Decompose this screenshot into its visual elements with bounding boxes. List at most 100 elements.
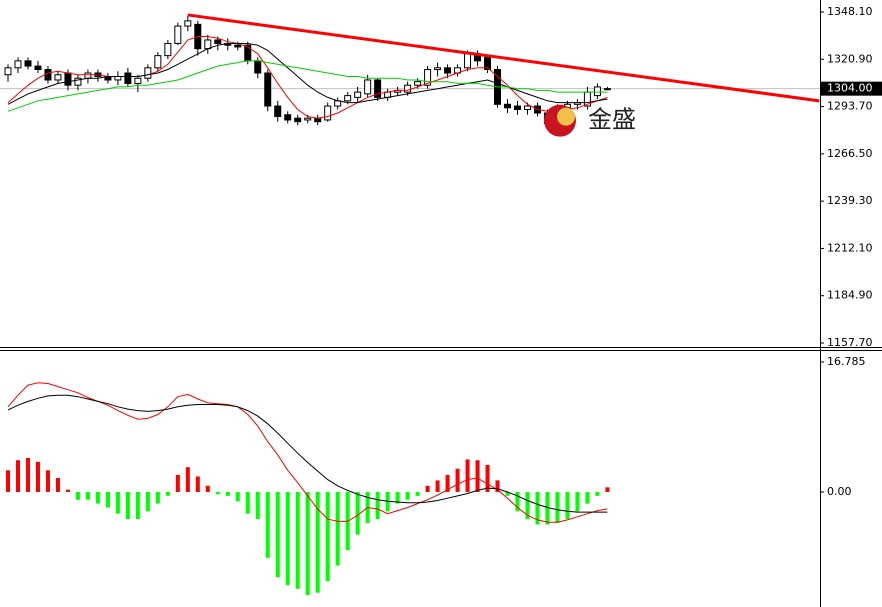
histogram-bar [355,491,360,535]
histogram-bar [125,491,130,520]
y-tick-label: 1157.70 [827,336,873,349]
candle-body [354,91,362,98]
histogram-bar [265,491,270,558]
candle-body [24,60,32,67]
histogram-bar [485,464,490,492]
last-price-label: 1304.00 [827,82,873,95]
candle-body [304,117,312,121]
candle-body [234,44,242,48]
histogram-bar [555,491,560,523]
histogram-bar [15,460,20,492]
candle-body [444,67,452,74]
histogram-bar [85,491,90,500]
candle-body [4,67,12,76]
histogram-bar [205,485,210,492]
histogram-bar [605,487,610,492]
candle-body [254,60,262,74]
y-tick-label: 16.785 [827,355,866,368]
candle-body [144,67,152,79]
y-tick-label: 1212.10 [827,241,873,254]
candle-body [164,42,172,57]
histogram-bar [395,491,400,504]
y-tick-label: 1184.90 [827,289,873,302]
last-price-box [821,81,882,96]
histogram-bar [105,491,110,508]
candle-body [14,60,22,69]
candle-body [154,55,162,69]
y-tick-label: 1320.90 [827,52,873,65]
histogram-bar [515,491,520,512]
candle-body [324,105,332,121]
macd-line [7,382,608,523]
y-tick-label: 0.00 [827,485,852,498]
histogram-bar [195,476,200,492]
histogram-bar [235,491,240,502]
histogram-bar [25,457,30,492]
histogram-bar [475,460,480,492]
histogram-bar [245,491,250,514]
watermark-logo-inner [557,107,575,126]
candle-body [54,74,62,81]
histogram-bar [6,470,10,492]
histogram-bar [575,491,580,512]
histogram-bar [325,491,330,582]
histogram-bar [175,474,180,492]
histogram-bar [425,485,430,492]
candle-body [603,88,611,91]
histogram-bar [275,491,280,578]
candle-body [134,77,142,84]
histogram-bar [135,491,140,520]
histogram-bar [435,480,440,492]
histogram-bar [95,491,100,504]
candle-body [284,114,292,121]
histogram-bar [155,491,160,504]
candle-body [424,69,432,86]
histogram-bar [55,478,60,492]
histogram-bar [165,491,170,496]
macd-line [7,394,608,513]
histogram-bar [375,491,380,520]
histogram-bar [215,491,220,495]
histogram-bar [445,474,450,492]
candle-body [34,65,42,71]
candle-body [434,67,442,71]
histogram-bar [565,491,570,520]
y-tick-label: 1293.70 [827,100,873,113]
histogram-bar [455,468,460,492]
candle-body [364,79,372,95]
candle-body [274,105,282,117]
candle-body [264,72,272,107]
histogram-bar [585,491,590,504]
histogram-bar [405,491,410,500]
candle-body [214,39,222,44]
histogram-bar [465,459,470,492]
histogram-bar [45,470,50,492]
candle-body [84,72,92,79]
histogram-bar [535,491,540,525]
candle-body [593,86,601,97]
histogram-bar [145,491,150,512]
histogram-bar [305,491,310,595]
candle-body [504,103,511,109]
histogram-bar [75,491,80,500]
histogram-bar [335,491,340,566]
candle-body [404,84,412,93]
histogram-bar [315,491,320,593]
candle-body [184,20,192,27]
histogram-bar [115,491,120,514]
histogram-bar [525,491,530,520]
y-tick-label: 1239.30 [827,194,873,207]
histogram-bar [225,491,230,496]
histogram-bar [35,461,40,492]
moving-average [7,60,608,112]
candle-body [74,77,82,86]
candle-body [344,95,352,102]
histogram-bar [255,491,260,520]
y-tick-label: 1348.10 [827,5,873,18]
histogram-bar [65,489,70,492]
candle-body [64,72,72,86]
histogram-bar [505,491,510,496]
trend-line [187,13,820,103]
candle-body [174,25,182,44]
